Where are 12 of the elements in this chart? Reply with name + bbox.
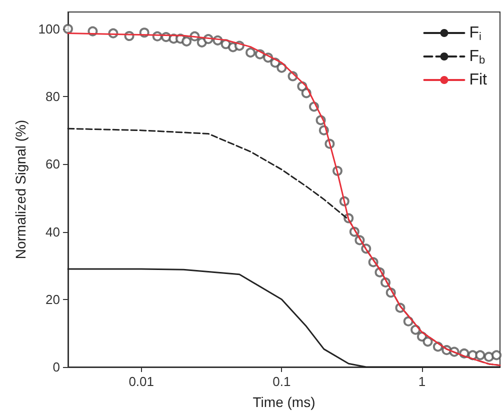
x-tick-label: 0.1 xyxy=(272,374,291,389)
y-tick-label: 60 xyxy=(46,156,60,172)
y-tick-label: 0 xyxy=(52,360,60,374)
y-tick-label: 20 xyxy=(46,292,60,307)
y-tick-label: 40 xyxy=(46,224,60,240)
y-axis-title: Normalized Signal (%) xyxy=(12,120,28,260)
x-axis-title: Time (ms) xyxy=(252,394,316,410)
y-tick-label: 100 xyxy=(38,21,60,36)
legend-label: Fit xyxy=(469,72,488,88)
x-tick-label: 1 xyxy=(418,374,426,389)
x-tick-label: 0.01 xyxy=(128,374,154,389)
y-tick-label: 80 xyxy=(46,89,60,104)
